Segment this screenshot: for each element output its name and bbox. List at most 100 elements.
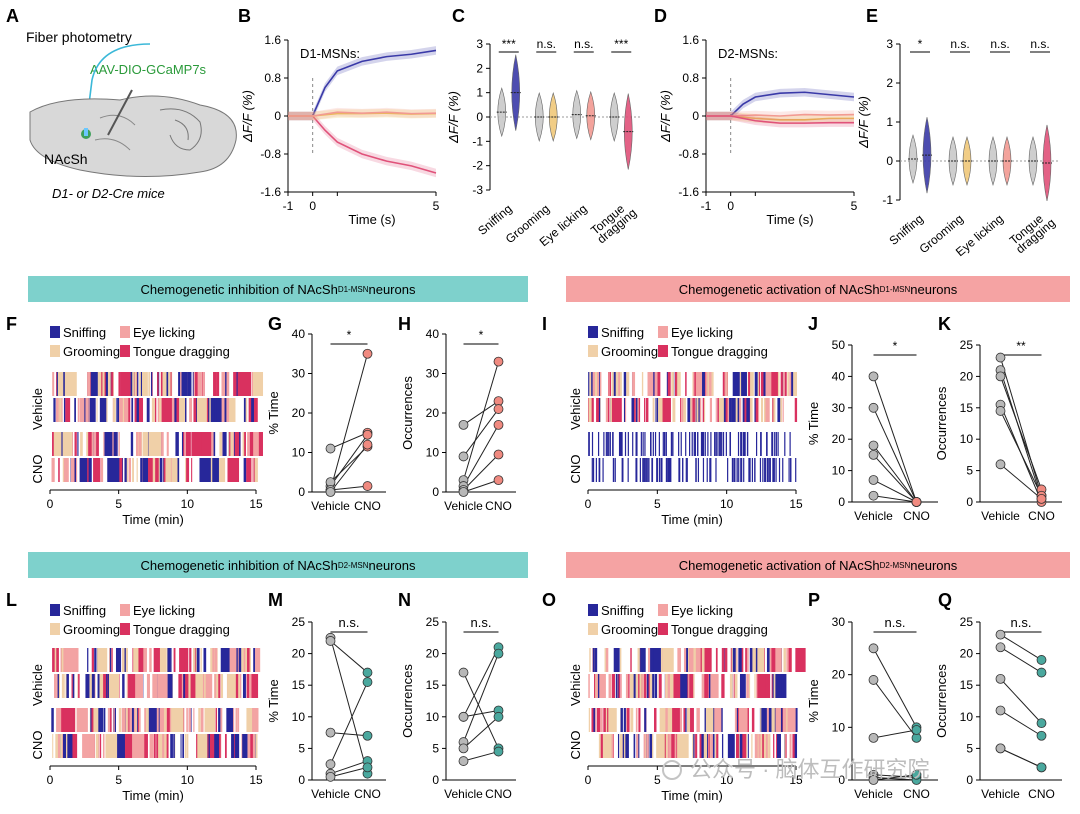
behavior-bout: [654, 372, 658, 396]
y-tick-label: 0.8: [682, 71, 699, 85]
behavior-bout: [749, 648, 753, 672]
behavior-bout: [725, 432, 727, 456]
behavior-bout: [129, 708, 135, 732]
behavior-bout: [719, 432, 721, 456]
vehicle-point: [995, 352, 1006, 363]
y-tick-label: 0: [274, 109, 281, 123]
behavior-bout: [125, 648, 128, 672]
y-tick-label: 5: [432, 741, 439, 755]
behavior-bout: [194, 372, 198, 396]
behavior-bout: [214, 674, 220, 698]
legend-swatch: [658, 604, 668, 616]
row-label-cno: CNO: [30, 731, 45, 760]
x-tick-label: 10: [720, 497, 734, 511]
behavior-bout: [55, 398, 59, 422]
behavior-bout: [790, 458, 792, 482]
behavior-bout: [600, 734, 612, 758]
pair-line: [463, 716, 499, 749]
behavior-bout: [249, 674, 252, 698]
behavior-bout: [763, 372, 765, 396]
behavior-bout: [602, 458, 604, 482]
behavior-bout: [752, 648, 765, 672]
paired-plot-q: 0 5 10 15 20 25 Occurrences Vehicle CNO n.s.: [934, 615, 1062, 801]
cno-point: [493, 711, 504, 722]
behavior-bout: [227, 398, 236, 422]
behavior-bout: [136, 398, 139, 422]
behavior-bout: [770, 708, 774, 732]
behavior-bout: [157, 674, 159, 698]
vehicle-point: [868, 449, 879, 460]
behavior-bout: [624, 432, 627, 456]
behavior-bout: [52, 648, 55, 672]
behavior-bout: [170, 648, 172, 672]
behavior-bout: [206, 708, 208, 732]
significance-label: *: [918, 37, 923, 51]
behavior-bout: [113, 708, 115, 732]
virus-label: AAV-DIO-GCaMP7s: [90, 62, 207, 77]
legend-swatch: [120, 604, 130, 616]
behavior-bout: [167, 674, 173, 698]
y-tick-label: 15: [292, 678, 306, 692]
behavior-bout: [714, 734, 718, 758]
behavior-bout: [665, 458, 668, 482]
behavior-bout: [179, 648, 189, 672]
behavior-bout: [599, 372, 602, 396]
behavior-bout: [64, 674, 66, 698]
behavior-bout: [674, 372, 677, 396]
pair-line: [463, 709, 499, 718]
behavior-bout: [134, 372, 137, 396]
behavior-bout: [51, 708, 54, 732]
behavior-bout: [609, 432, 611, 456]
pair-line: [463, 400, 499, 426]
behavior-bout: [784, 734, 786, 758]
behavior-bout: [233, 708, 235, 732]
behavior-bout: [667, 734, 670, 758]
behavior-bout: [80, 432, 83, 456]
banner-text: Chemogenetic activation of NAcSh: [678, 557, 880, 573]
behavior-bout: [136, 458, 138, 482]
y-tick-label: 1: [476, 86, 483, 100]
behavior-bout: [191, 432, 202, 456]
behavior-bout: [773, 734, 775, 758]
behavior-bout: [760, 372, 764, 396]
behavior-bout: [187, 432, 190, 456]
behavior-bout: [775, 432, 777, 456]
behavior-bout: [222, 432, 225, 456]
behavior-bout: [685, 372, 687, 396]
behavior-bout: [735, 398, 738, 422]
y-tick-label: 5: [966, 741, 973, 755]
x-tick-label: 10: [181, 497, 195, 511]
pair-line: [873, 407, 917, 503]
behavior-bout: [762, 734, 764, 758]
behavior-bout: [742, 432, 745, 456]
behavior-bout: [669, 734, 672, 758]
behavior-bout: [98, 708, 104, 732]
behavior-bout: [620, 708, 623, 732]
behavior-bout: [206, 398, 209, 422]
behavior-bout: [715, 432, 717, 456]
y-tick-label: 25: [292, 615, 306, 629]
behavior-bout: [608, 734, 611, 758]
behavior-bout: [103, 708, 106, 732]
behavior-bout: [627, 432, 629, 456]
banner-text: Chemogenetic inhibition of NAcSh: [140, 281, 338, 297]
y-tick-label: 15: [960, 678, 974, 692]
significance-label: ***: [614, 37, 628, 51]
behavior-bout: [186, 734, 189, 758]
cno-point: [911, 769, 922, 780]
cno-point: [1036, 493, 1047, 504]
y-axis-label: ΔF/F (%): [446, 91, 461, 144]
behavior-bout: [780, 398, 783, 422]
behavior-bout: [667, 372, 671, 396]
behavior-bout: [102, 734, 105, 758]
vehicle-point: [868, 643, 879, 654]
behavior-bout: [691, 432, 693, 456]
behavior-bout: [589, 648, 591, 672]
behavior-bout: [789, 372, 792, 396]
behavior-bout: [158, 734, 166, 758]
cno-point: [493, 449, 504, 460]
vehicle-point: [458, 451, 469, 462]
behavior-bout: [764, 458, 766, 482]
behavior-bout: [772, 458, 774, 482]
behavior-bout: [607, 398, 610, 422]
